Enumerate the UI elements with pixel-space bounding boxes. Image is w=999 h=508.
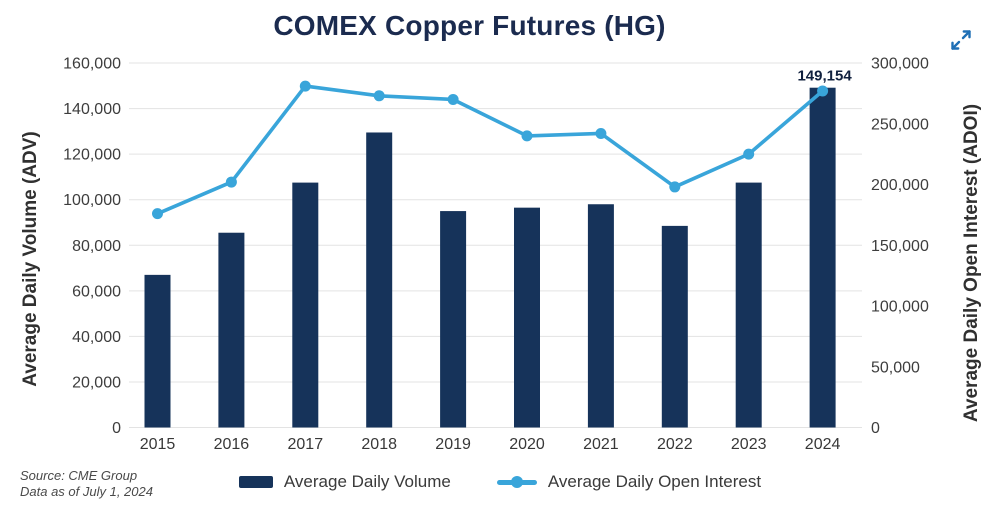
left-axis-tick-label: 80,000 [72, 238, 121, 255]
left-axis-tick-label: 140,000 [63, 101, 121, 118]
bar-value-annotation: 149,154 [797, 68, 852, 85]
line-point-2018 [373, 90, 385, 102]
bar-2024 [809, 87, 836, 428]
chart-plot-area: 0 20,000 40,000 60,000 80,000 100,000 120,000 1… [63, 56, 929, 454]
bar-2019 [440, 211, 467, 428]
bar-2022 [661, 225, 688, 428]
source-note: Source: CME Group Data as of July 1, 202… [20, 468, 153, 500]
line-point-2015 [152, 208, 163, 220]
right-axis-tick-label: 0 [871, 420, 880, 437]
bar-2021 [587, 204, 614, 428]
expand-arrows-icon [951, 30, 971, 50]
open-interest-line [155, 84, 825, 216]
line-point-2016 [225, 176, 237, 188]
right-axis-tick-label: 100,000 [871, 299, 929, 316]
left-axis-tick-label: 60,000 [72, 283, 121, 300]
chart-legend: Average Daily Volume Average Daily Open … [90, 472, 910, 492]
x-axis-tick-label: 2015 [140, 436, 176, 453]
legend-label: Average Daily Volume [283, 472, 451, 491]
left-axis-tick-label: 0 [112, 420, 121, 437]
line-point-2017 [299, 80, 311, 92]
right-axis-tick-label: 250,000 [871, 116, 929, 133]
right-axis-tick-label: 150,000 [871, 238, 929, 255]
bar-2023 [735, 182, 762, 428]
right-axis-tick-label: 200,000 [871, 177, 929, 194]
bar-2018 [366, 132, 393, 428]
legend-item-volume: Average Daily Volume [238, 472, 451, 492]
line-point-2021 [595, 127, 607, 139]
chart-title: COMEX Copper Futures (HG) [273, 10, 666, 41]
bar-2015 [144, 274, 171, 428]
legend-label: Average Daily Open Interest [547, 472, 762, 491]
left-axis-tick-label: 20,000 [72, 374, 121, 391]
x-axis-tick-label: 2017 [288, 436, 324, 453]
left-axis-tick-label: 40,000 [72, 329, 121, 346]
volume-bar-swatch-icon [238, 476, 273, 488]
left-axis-tick-label: 100,000 [63, 192, 121, 209]
bar-2016 [218, 232, 245, 428]
right-axis-tick-label: 50,000 [871, 359, 920, 376]
source-line: Data as of July 1, 2024 [20, 484, 153, 499]
bar-2017 [292, 182, 319, 428]
x-axis-tick-label: 2021 [583, 436, 619, 453]
line-point-2022 [669, 181, 681, 193]
expand-button[interactable] [946, 26, 976, 56]
line-point-2024 [817, 85, 829, 97]
line-point-2019 [447, 93, 459, 105]
x-axis-tick-label: 2018 [361, 436, 397, 453]
x-axis-tick-label: 2016 [214, 436, 250, 453]
x-axis-tick-label: 2020 [509, 436, 545, 453]
bar-2020 [514, 207, 540, 428]
left-axis-tick-label: 160,000 [63, 56, 121, 73]
legend-item-open-interest: Average Daily Open Interest [496, 472, 762, 492]
x-axis-tick-label: 2022 [657, 436, 693, 453]
right-axis-tick-label: 300,000 [871, 56, 929, 73]
x-axis-tick-label: 2024 [805, 436, 841, 453]
source-line: Source: CME Group [20, 468, 138, 483]
open-interest-line-swatch-icon [496, 474, 537, 490]
line-point-2023 [743, 148, 755, 160]
line-point-2020 [521, 130, 533, 142]
left-axis-tick-label: 120,000 [63, 147, 121, 164]
x-axis-tick-label: 2023 [731, 436, 767, 453]
x-axis-tick-label: 2019 [435, 436, 471, 453]
